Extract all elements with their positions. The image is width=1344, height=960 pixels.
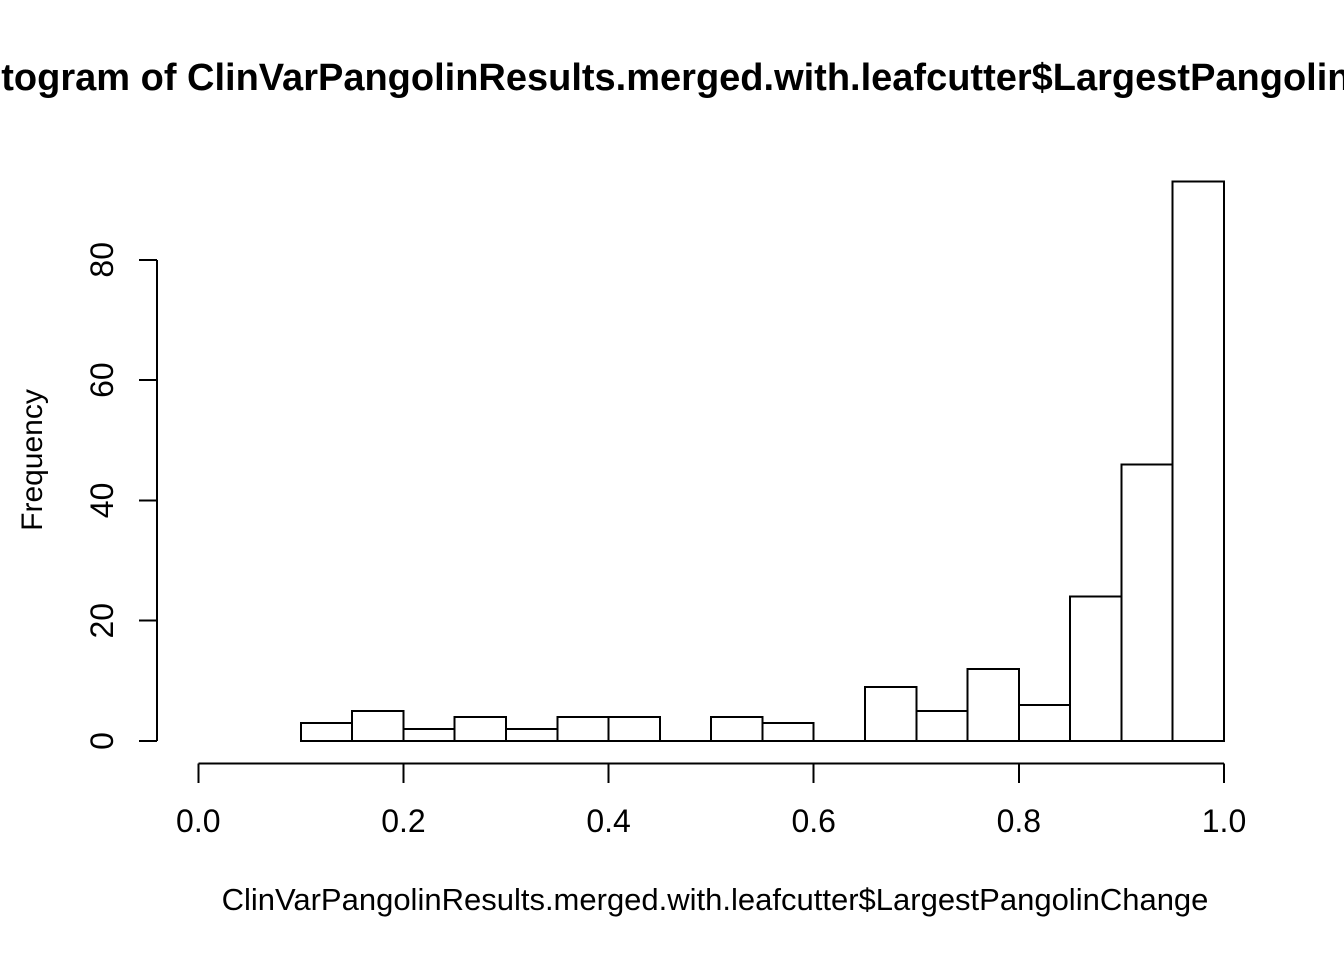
x-tick-label: 0.6 (791, 803, 835, 839)
y-axis-title: Frequency (16, 389, 49, 531)
histogram-bars (299, 180, 1225, 743)
y-tick-label: 80 (84, 242, 120, 278)
histogram-bar-0 (299, 721, 354, 743)
histogram-bar-9 (761, 721, 815, 743)
histogram-bar-15 (1069, 595, 1123, 743)
x-tick-label: 0.4 (586, 803, 630, 839)
histogram-bar-3 (453, 715, 508, 743)
histogram-bar-2 (402, 727, 456, 742)
histogram-bar-17 (1171, 180, 1225, 743)
x-tick-label: 0.0 (176, 803, 220, 839)
x-tick-label: 0.8 (997, 803, 1041, 839)
y-tick-label: 20 (84, 603, 120, 639)
histogram-bar-1 (351, 709, 405, 742)
histogram-bar-4 (505, 727, 559, 742)
histogram-bar-13 (966, 667, 1020, 743)
x-axis-label: ClinVarPangolinResults.merged.with.leafc… (221, 882, 1209, 917)
y-tick-label: 40 (84, 483, 120, 519)
histogram-bar-14 (1017, 703, 1072, 742)
histogram-bar-6 (607, 715, 661, 743)
x-tick-label: 1.0 (1202, 803, 1246, 839)
histogram-bar-16 (1120, 463, 1174, 742)
y-tick-label: 60 (84, 362, 120, 398)
y-tick-label: 0 (84, 732, 120, 750)
x-tick-label: 0.2 (381, 803, 425, 839)
histogram-bar-12 (915, 709, 969, 742)
histogram-bar-5 (556, 715, 610, 743)
chart-title: Histogram of ClinVarPangolinResults.merg… (0, 57, 1344, 99)
x-axis: 0.0 0.2 0.4 0.6 0.8 1.0 (176, 762, 1246, 839)
y-axis: 0 20 40 60 80 Frequency (16, 242, 158, 750)
histogram-bar-11 (864, 685, 918, 742)
histogram-bar-8 (710, 715, 764, 743)
